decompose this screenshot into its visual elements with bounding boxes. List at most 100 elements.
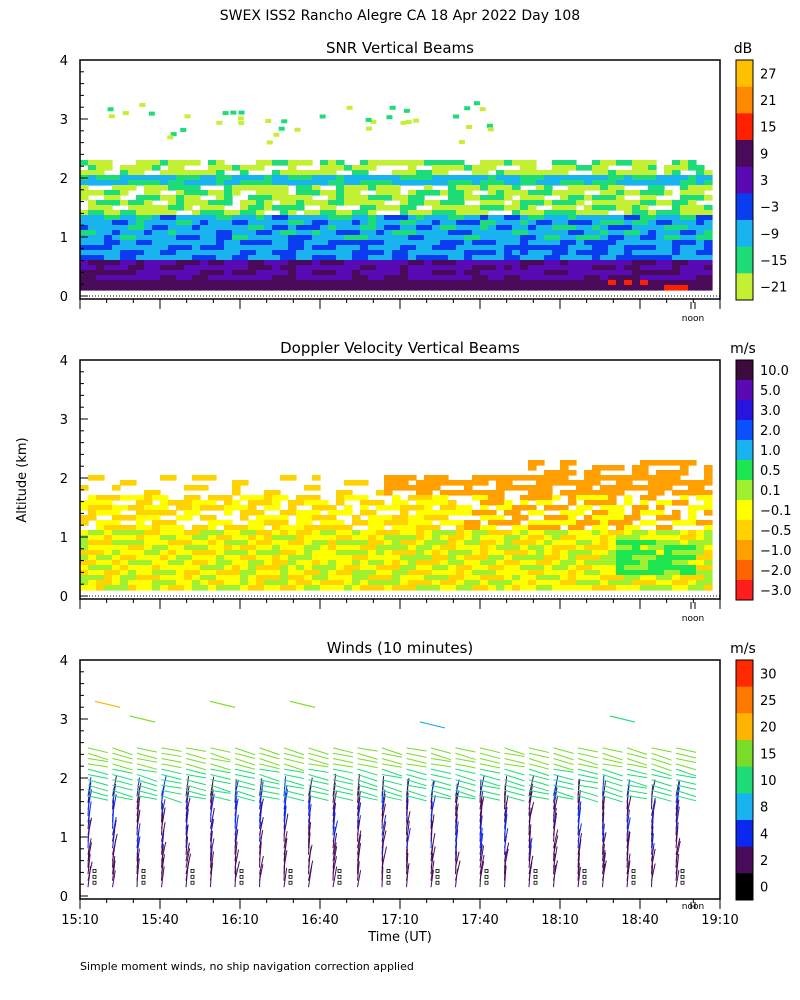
snr-cell bbox=[416, 225, 425, 231]
doppler-cell bbox=[216, 530, 225, 536]
doppler-cell bbox=[600, 545, 609, 551]
doppler-cell bbox=[160, 575, 169, 581]
doppler-cell bbox=[608, 535, 617, 541]
snr-cell bbox=[648, 170, 657, 176]
wind-barb bbox=[626, 768, 648, 775]
snr-cell bbox=[200, 245, 209, 251]
snr-cell bbox=[384, 205, 393, 211]
snr-cell bbox=[592, 205, 601, 211]
doppler-cell bbox=[216, 505, 225, 511]
doppler-cell bbox=[440, 560, 449, 566]
doppler-cell bbox=[208, 520, 217, 526]
snr-cell bbox=[96, 180, 105, 186]
doppler-cell bbox=[192, 485, 201, 491]
doppler-cell bbox=[200, 500, 209, 506]
doppler-cell bbox=[624, 540, 633, 546]
snr-cell bbox=[208, 225, 217, 231]
snr-cell bbox=[560, 240, 569, 246]
snr-cell bbox=[104, 200, 113, 206]
snr-cell bbox=[280, 230, 289, 236]
colorbar-swatch bbox=[736, 820, 753, 848]
snr-cell bbox=[552, 240, 561, 246]
snr-cell bbox=[136, 230, 145, 236]
snr-cell bbox=[304, 230, 313, 236]
snr-cell bbox=[288, 160, 297, 166]
doppler-cell bbox=[160, 555, 169, 561]
doppler-cell bbox=[208, 495, 217, 501]
doppler-cell bbox=[336, 570, 345, 576]
doppler-cell bbox=[648, 545, 657, 551]
snr-cell bbox=[328, 220, 337, 226]
doppler-cell bbox=[400, 565, 409, 571]
doppler-cell bbox=[400, 505, 409, 511]
snr-cell bbox=[424, 280, 433, 286]
snr-cell bbox=[624, 275, 633, 281]
wind-barb bbox=[406, 863, 410, 881]
snr-cell bbox=[672, 275, 681, 281]
snr-cell bbox=[112, 255, 121, 261]
doppler-cell bbox=[392, 560, 401, 566]
doppler-cell bbox=[376, 500, 385, 506]
snr-cell bbox=[168, 220, 177, 226]
snr-cell bbox=[704, 255, 713, 261]
doppler-cell bbox=[640, 530, 649, 536]
snr-cell bbox=[184, 260, 193, 266]
doppler-cell bbox=[560, 480, 569, 486]
doppler-cell bbox=[400, 570, 409, 576]
snr-cell bbox=[480, 175, 489, 181]
doppler-cell bbox=[376, 585, 385, 591]
doppler-cell bbox=[600, 575, 609, 581]
doppler-cell bbox=[360, 550, 369, 556]
doppler-cell bbox=[256, 525, 265, 531]
snr-cell bbox=[352, 230, 361, 236]
wind-barb bbox=[577, 790, 581, 810]
snr-cell bbox=[144, 270, 153, 276]
doppler-cell bbox=[336, 575, 345, 581]
wind-barb bbox=[651, 833, 654, 855]
wind-barb bbox=[479, 763, 501, 769]
snr-cell bbox=[184, 270, 193, 276]
doppler-cell bbox=[128, 495, 137, 501]
snr-cell bbox=[632, 245, 641, 251]
doppler-cell bbox=[656, 565, 665, 571]
snr-cell bbox=[376, 215, 385, 221]
snr-cell bbox=[432, 265, 441, 271]
x-tick-label: 16:40 bbox=[301, 913, 338, 928]
doppler-cell bbox=[352, 535, 361, 541]
snr-cell bbox=[512, 175, 521, 181]
snr-cell bbox=[264, 180, 273, 186]
doppler-cell bbox=[656, 580, 665, 586]
doppler-cell bbox=[248, 510, 257, 516]
doppler-cell bbox=[632, 580, 641, 586]
snr-cell bbox=[368, 280, 377, 286]
snr-cell bbox=[352, 175, 361, 181]
snr-cell bbox=[264, 250, 273, 256]
doppler-cell bbox=[544, 470, 553, 476]
snr-cell bbox=[216, 280, 225, 286]
snr-cell bbox=[304, 185, 313, 191]
snr-cell bbox=[344, 210, 353, 216]
snr-cell bbox=[328, 225, 337, 231]
doppler-cell bbox=[704, 580, 713, 586]
snr-cell bbox=[328, 160, 337, 166]
snr-cell bbox=[536, 280, 545, 286]
snr-cell bbox=[170, 132, 177, 137]
snr-cell bbox=[200, 240, 209, 246]
snr-cell bbox=[312, 280, 321, 286]
doppler-cell bbox=[416, 540, 425, 546]
doppler-cell bbox=[624, 550, 633, 556]
snr-cell bbox=[312, 275, 321, 281]
doppler-cell bbox=[120, 530, 129, 536]
doppler-cell bbox=[152, 520, 161, 526]
wind-barb bbox=[455, 779, 460, 797]
wind-barb bbox=[528, 779, 550, 787]
snr-cell bbox=[408, 235, 417, 241]
snr-cell bbox=[136, 245, 145, 251]
snr-cell bbox=[624, 215, 633, 221]
doppler-cell bbox=[704, 475, 713, 481]
doppler-cell bbox=[264, 515, 273, 521]
doppler-cell bbox=[184, 515, 193, 521]
snr-cell bbox=[640, 210, 649, 216]
snr-cell bbox=[192, 285, 201, 291]
snr-cell bbox=[376, 255, 385, 261]
